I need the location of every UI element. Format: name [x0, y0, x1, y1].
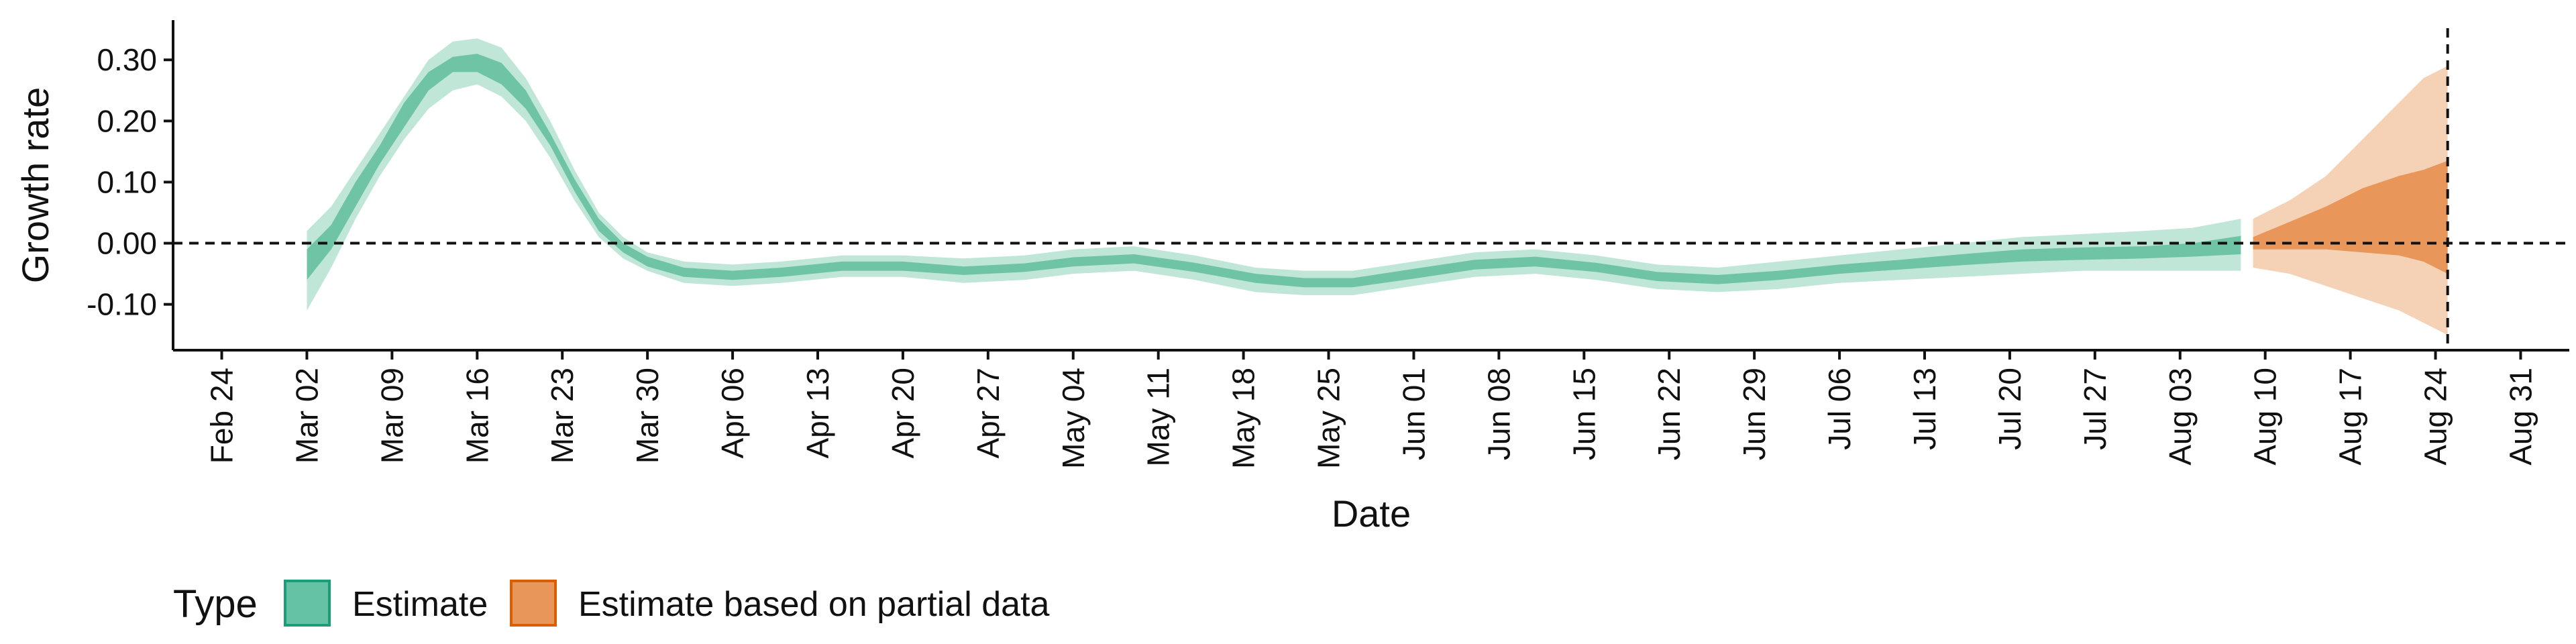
- x-tick-label: Jun 01: [1396, 368, 1431, 460]
- y-tick-label: 0.10: [97, 164, 157, 199]
- x-tick-label: Jun 29: [1737, 368, 1772, 460]
- x-tick-label: Apr 06: [715, 368, 750, 459]
- x-tick-label: Jul 27: [2078, 368, 2112, 450]
- x-tick-label: Aug 17: [2333, 368, 2368, 466]
- x-tick-label: Apr 27: [971, 368, 1006, 459]
- y-tick-label: -0.10: [87, 287, 157, 322]
- x-tick-label: Jul 06: [1822, 368, 1857, 450]
- estimate-outer-band: [307, 38, 2241, 311]
- plot-bands: [307, 38, 2448, 335]
- y-axis-ticks: 0.30 0.20 0.10 0.00 -0.10: [87, 42, 173, 322]
- legend-swatch-partial-estimate: [510, 580, 557, 627]
- x-tick-label: Apr 13: [800, 368, 835, 459]
- x-tick-label: Mar 09: [374, 368, 409, 464]
- x-tick-label: Jul 20: [1992, 368, 2027, 450]
- axes: [172, 20, 2569, 352]
- x-tick-label: Jun 22: [1652, 368, 1686, 460]
- partial-estimate-inner-band: [2253, 160, 2448, 274]
- x-tick-label: Mar 16: [460, 368, 494, 464]
- x-tick-label: Aug 24: [2418, 368, 2453, 466]
- x-tick-label: Aug 10: [2248, 368, 2283, 466]
- x-tick-label: Mar 02: [289, 368, 324, 464]
- y-tick-label: 0.20: [97, 103, 157, 138]
- reference-lines: [173, 28, 2569, 350]
- legend: Type Estimate Estimate based on partial …: [173, 580, 1050, 627]
- legend-swatch-estimate: [284, 580, 331, 627]
- x-tick-label: Apr 20: [885, 368, 920, 459]
- x-axis-ticks: Feb 24 Mar 02 Mar 09 Mar 16 Mar 23 Mar 30 Apr …: [205, 350, 2538, 469]
- legend-title: Type: [173, 582, 258, 626]
- estimate-inner-band: [307, 54, 2241, 288]
- x-tick-label: Jun 08: [1481, 368, 1516, 460]
- legend-label-estimate: Estimate: [352, 585, 488, 624]
- y-tick-label: 0.30: [97, 42, 157, 77]
- x-axis-title: Date: [1332, 492, 1411, 535]
- x-tick-label: Aug 03: [2163, 368, 2198, 466]
- x-tick-label: May 11: [1141, 368, 1176, 466]
- x-tick-label: Aug 31: [2503, 368, 2538, 466]
- y-tick-label: 0.00: [97, 226, 157, 261]
- x-tick-label: May 18: [1226, 368, 1261, 469]
- x-tick-label: Feb 24: [205, 368, 239, 464]
- y-axis-title: Growth rate: [14, 87, 56, 284]
- x-tick-label: Jul 13: [1907, 368, 1942, 450]
- x-tick-label: Jun 15: [1566, 368, 1601, 460]
- legend-label-partial-estimate: Estimate based on partial data: [578, 585, 1050, 624]
- x-tick-label: May 04: [1056, 368, 1091, 469]
- x-tick-label: Mar 30: [630, 368, 665, 464]
- x-tick-label: May 25: [1311, 368, 1346, 469]
- x-tick-label: Mar 23: [545, 368, 580, 464]
